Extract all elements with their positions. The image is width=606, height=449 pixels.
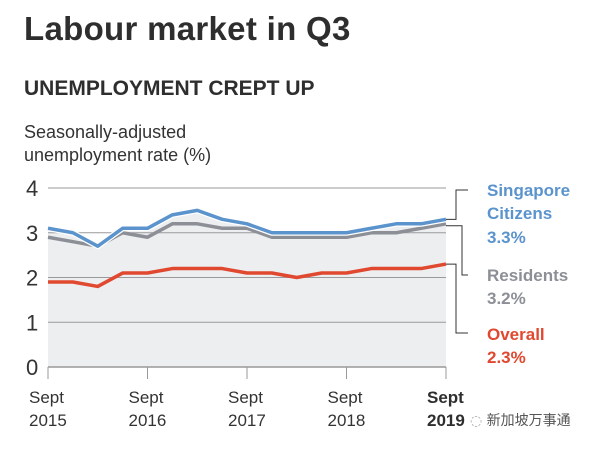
legend-value-residents: 3.2% <box>487 289 526 308</box>
y-axis-label-line1: Seasonally-adjusted <box>24 122 187 142</box>
chart-subtitle: UNEMPLOYMENT CREPT UP <box>24 77 315 100</box>
legend-label-overall: Overall <box>487 325 545 344</box>
x-tick-label-month: Sept <box>328 388 363 407</box>
leader-line-residents <box>446 225 468 276</box>
x-tick-label-month: Sept <box>129 388 164 407</box>
watermark: ◌ 新加坡万事通 <box>470 410 571 430</box>
y-axis-label-line2: unemployment rate (%) <box>24 145 212 165</box>
watermark-icon: ◌ <box>470 413 483 429</box>
x-tick-label-year: 2017 <box>228 411 266 430</box>
legend-label-singapore: Singapore <box>487 181 570 200</box>
legend-label-citizens: Citizens <box>487 204 552 223</box>
x-tick-label-month: Sept <box>228 388 263 407</box>
x-tick-label-year: 2018 <box>328 411 366 430</box>
y-axis-label: Seasonally-adjusted unemployment rate (%… <box>24 121 211 167</box>
y-tick-label: 1 <box>26 310 38 335</box>
watermark-text: 新加坡万事通 <box>486 413 571 429</box>
x-tick-label-year: 2019 <box>427 411 465 430</box>
y-tick-label: 0 <box>26 355 38 380</box>
leader-line-overall <box>446 263 468 334</box>
y-tick-label: 2 <box>26 266 38 291</box>
y-tick-label: 3 <box>26 221 38 246</box>
x-tick-label-month: Sept <box>427 388 464 407</box>
y-tick-label: 4 <box>26 176 38 201</box>
series-line-overall <box>48 262 447 289</box>
page-title: Labour market in Q3 <box>24 10 351 47</box>
legend-label-residents: Residents <box>487 266 568 285</box>
series-line-singapore-citizens <box>47 208 447 248</box>
leader-line-singapore-citizens <box>446 189 468 220</box>
legend-value-singapore-citizens: 3.3% <box>487 228 526 247</box>
x-tick-label-year: 2015 <box>29 411 67 430</box>
x-tick-label-month: Sept <box>29 388 64 407</box>
shaded-area <box>48 210 446 367</box>
legend-value-overall: 2.3% <box>487 348 526 367</box>
x-tick-label-year: 2016 <box>129 411 167 430</box>
